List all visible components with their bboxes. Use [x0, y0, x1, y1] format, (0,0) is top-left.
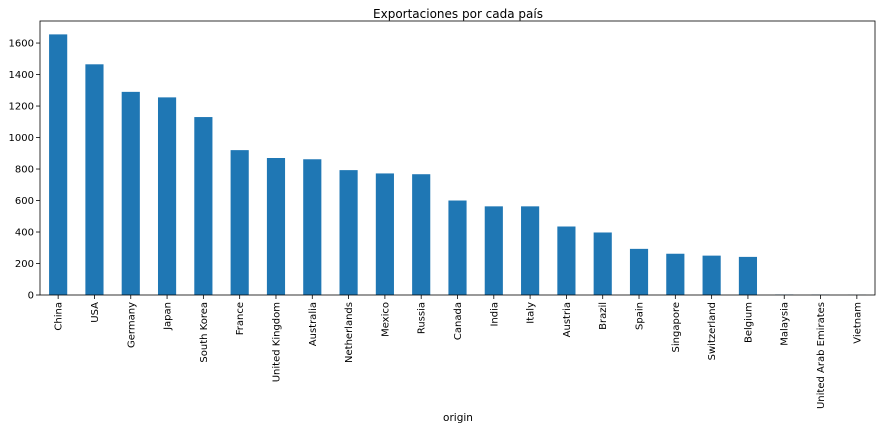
bar-france [231, 150, 249, 295]
x-tick-label: China [54, 302, 65, 331]
bar-india [485, 206, 503, 295]
bar-south-korea [194, 117, 212, 295]
x-tick-label: Canada [453, 302, 464, 340]
bar-china [49, 34, 67, 295]
bar-belgium [739, 257, 757, 295]
y-axis: 0 200 400 600 800 1000 1200 1400 1600 [9, 39, 40, 302]
x-tick-label: Netherlands [344, 302, 355, 363]
x-tick-label: United Kingdom [271, 302, 282, 382]
bar-usa [85, 64, 103, 295]
x-tick-label: Russia [417, 302, 428, 334]
bar-germany [122, 92, 140, 295]
bar-russia [412, 174, 430, 295]
x-tick-label: United Arab Emirates [816, 302, 827, 409]
bar-austria [557, 227, 575, 296]
x-tick-label: Singapore [671, 302, 682, 352]
y-tick-label: 800 [15, 165, 34, 176]
x-tick-label: France [235, 302, 246, 335]
x-tick-label: Belgium [743, 302, 754, 343]
y-tick-label: 1400 [9, 70, 34, 81]
y-tick-label: 200 [15, 259, 34, 270]
x-axis-label: origin [443, 412, 473, 424]
x-axis: China USA Germany Japan South Korea France Uni… [54, 295, 864, 409]
y-tick-label: 1200 [9, 102, 34, 113]
bar-singapore [666, 254, 684, 295]
y-tick-label: 400 [15, 228, 34, 239]
x-tick-label: Malaysia [780, 302, 791, 346]
bar-netherlands [340, 170, 358, 295]
bar-spain [630, 249, 648, 295]
x-tick-label: Spain [635, 302, 646, 330]
y-tick-label: 1000 [9, 133, 34, 144]
x-tick-label: USA [90, 302, 101, 323]
bar-italy [521, 206, 539, 295]
x-tick-label: South Korea [199, 302, 210, 363]
x-tick-label: Italy [526, 302, 537, 324]
y-tick-label: 600 [15, 196, 34, 207]
bar-switzerland [703, 256, 721, 295]
x-tick-label: Brazil [598, 302, 609, 330]
x-tick-label: Vietnam [852, 302, 863, 344]
bar-japan [158, 97, 176, 295]
x-tick-label: Switzerland [707, 302, 718, 360]
x-tick-label: India [489, 302, 500, 327]
bars-group [49, 34, 866, 295]
y-tick-label: 1600 [9, 39, 34, 50]
bar-united-kingdom [267, 158, 285, 295]
bar-mexico [376, 173, 394, 295]
x-tick-label: Austria [562, 302, 573, 337]
x-tick-label: Germany [126, 302, 137, 348]
y-tick-label: 0 [28, 291, 34, 302]
x-tick-label: Australia [308, 302, 319, 346]
bar-brazil [594, 232, 612, 295]
x-tick-label: Japan [163, 302, 174, 331]
x-tick-label: Mexico [380, 302, 391, 337]
chart-title: Exportaciones por cada país [373, 7, 543, 21]
bar-australia [303, 159, 321, 295]
bar-canada [448, 201, 466, 295]
